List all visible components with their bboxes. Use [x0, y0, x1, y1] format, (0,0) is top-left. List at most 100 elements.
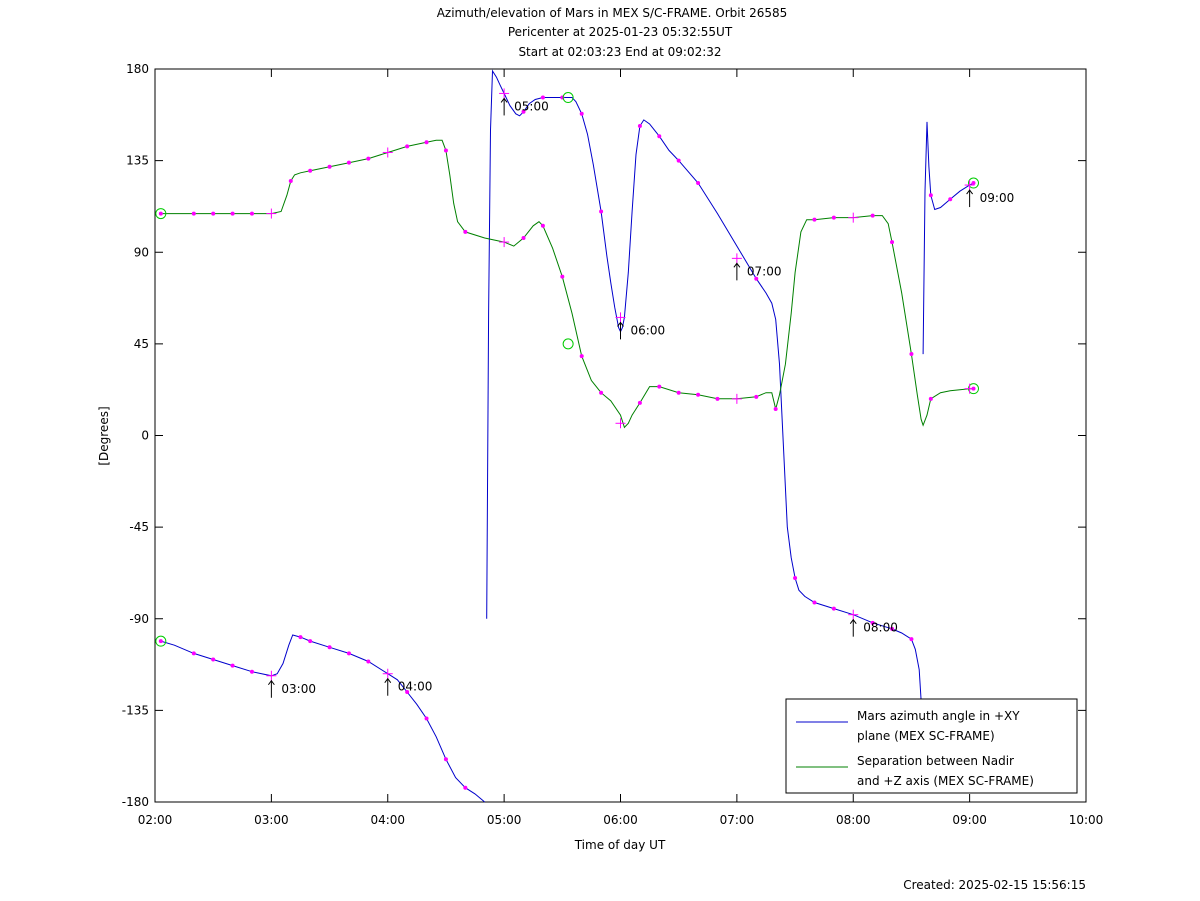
x-tick-labels: 02:00 03:00 04:00 05:00 06:00 07:00 08:00 09:00…: [138, 813, 1104, 827]
data-point-marker: [637, 400, 642, 405]
data-point-marker: [540, 223, 545, 228]
x-tick-label: 06:00: [603, 813, 638, 827]
hour-arrow-head: [849, 618, 857, 624]
data-point-marker: [366, 659, 371, 664]
data-point-marker: [812, 217, 817, 222]
data-point-marker: [870, 620, 875, 625]
hour-label: 09:00: [980, 191, 1015, 205]
data-point-marker: [463, 229, 468, 234]
data-point-marker: [793, 576, 798, 581]
y-tick-label: 0: [141, 429, 149, 443]
data-point-marker: [443, 757, 448, 762]
data-point-marker: [715, 396, 720, 401]
hour-label: 04:00: [398, 680, 433, 694]
x-tick-label: 02:00: [138, 813, 173, 827]
data-point-marker: [211, 211, 216, 216]
data-point-marker: [928, 193, 933, 198]
data-point-marker: [657, 134, 662, 139]
hour-arrow-head: [384, 677, 392, 684]
data-point-marker: [909, 637, 914, 642]
endpoint-circle: [155, 208, 167, 220]
data-point-marker: [599, 390, 604, 395]
data-point-marker: [831, 215, 836, 220]
axis-ticks: [154, 68, 1087, 803]
hour-arrow-head: [500, 97, 508, 103]
azimuth-series-line: [922, 121, 974, 355]
data-point-marker: [696, 181, 701, 186]
data-point-marker: [521, 109, 526, 114]
data-point-marker: [657, 384, 662, 389]
x-tick-label: 05:00: [487, 813, 522, 827]
x-tick-label: 09:00: [952, 813, 987, 827]
y-tick-label: -135: [122, 703, 149, 717]
azimuth-series-line: [160, 634, 486, 803]
x-tick-label: 10:00: [1069, 813, 1104, 827]
x-tick-label: 04:00: [370, 813, 405, 827]
y-tick-label: -45: [129, 520, 149, 534]
data-point-marker: [676, 390, 681, 395]
data-point-marker: [579, 111, 584, 116]
x-axis-label: Time of day UT: [574, 838, 666, 852]
data-point-marker: [637, 124, 642, 129]
data-point-marker: [191, 651, 196, 656]
endpoint-circle: [562, 338, 574, 350]
y-tick-label: 180: [126, 62, 149, 76]
x-tick-label: 07:00: [720, 813, 755, 827]
data-point-marker: [405, 690, 410, 695]
data-point-marker: [443, 148, 448, 153]
data-point-marker: [463, 785, 468, 790]
legend: Mars azimuth angle in +XY plane (MEX SC-…: [785, 698, 1078, 794]
hour-label: 03:00: [281, 682, 316, 696]
data-point-marker: [870, 213, 875, 218]
data-point-marker: [230, 211, 235, 216]
data-point-marker: [327, 645, 332, 650]
hour-arrow-head: [617, 321, 624, 327]
hour-arrow-head: [733, 262, 741, 268]
data-point-marker: [424, 716, 429, 721]
data-point-marker: [831, 606, 836, 611]
data-point-marker: [890, 626, 895, 631]
data-point-marker: [971, 181, 976, 186]
data-point-marker: [346, 651, 351, 656]
data-point-marker: [308, 639, 313, 644]
data-point-marker: [890, 240, 895, 245]
data-point-marker: [928, 396, 933, 401]
created-timestamp: Created: 2025-02-15 15:56:15: [903, 878, 1086, 892]
data-point-marker: [211, 657, 216, 662]
data-point-marker: [754, 394, 759, 399]
y-tick-label: 90: [134, 245, 149, 259]
legend-label-separation-line-2: and +Z axis (MEX SC-FRAME): [857, 774, 1034, 788]
legend-label-azimuth-line-1: Mars azimuth angle in +XY: [857, 709, 1020, 723]
data-point-marker: [560, 274, 565, 279]
data-markers: [155, 92, 980, 790]
data-point-marker: [754, 276, 759, 281]
data-point-marker: [158, 211, 163, 216]
hour-label: 06:00: [631, 323, 666, 337]
data-point-marker: [158, 639, 163, 644]
legend-box: [785, 698, 1078, 794]
chart-title-line-1: Azimuth/elevation of Mars in MEX S/C-FRA…: [437, 6, 788, 20]
y-tick-labels: 180 135 90 45 0 -45 -90 -135 -180: [122, 62, 149, 809]
endpoint-circle: [155, 635, 167, 647]
data-point-marker: [812, 600, 817, 605]
data-point-marker: [191, 211, 196, 216]
data-point-marker: [948, 197, 953, 202]
data-point-marker: [346, 160, 351, 165]
hour-arrow-head: [966, 189, 974, 195]
separation-series-line: [160, 139, 974, 429]
data-point-marker: [909, 352, 914, 357]
data-point-marker: [579, 354, 584, 359]
hour-label: 05:00: [514, 99, 549, 113]
hour-markers: 03:00 04:00 05:00 06:00 07:00 08:00 09:00: [266, 88, 1015, 698]
y-tick-label: 45: [134, 337, 149, 351]
legend-label-separation-line-1: Separation between Nadir: [857, 754, 1014, 768]
data-point-marker: [696, 392, 701, 397]
x-tick-label: 03:00: [254, 813, 289, 827]
data-point-marker: [424, 140, 429, 145]
data-point-marker: [327, 164, 332, 169]
legend-label-azimuth-line-2: plane (MEX SC-FRAME): [857, 729, 995, 743]
data-point-marker: [230, 663, 235, 668]
y-axis-label: [Degrees]: [97, 406, 111, 465]
data-point-marker: [288, 178, 293, 183]
